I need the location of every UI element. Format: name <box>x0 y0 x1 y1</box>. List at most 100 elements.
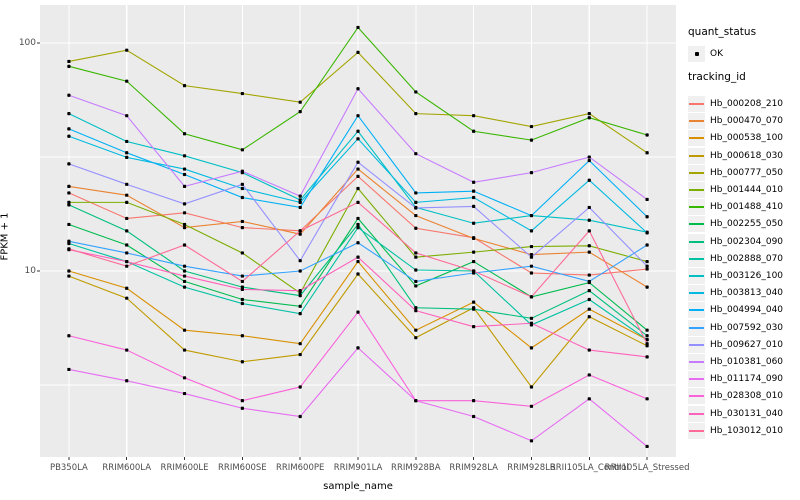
legend-item-Hb_000208_210: Hb_000208_210 <box>688 96 783 113</box>
legend-key-swatch <box>688 371 705 388</box>
legend-label: Hb_000208_210 <box>710 99 784 110</box>
legend-key-swatch <box>688 354 705 371</box>
axis-ticks <box>37 42 648 460</box>
data-point <box>298 259 302 263</box>
data-point <box>472 259 476 264</box>
x-tick-label-RRIM901LA: RRIM901LA <box>333 463 383 473</box>
data-point <box>125 139 129 144</box>
legend-item-Hb_000538_100: Hb_000538_100 <box>688 130 783 147</box>
data-point <box>414 226 418 230</box>
data-point <box>240 195 244 200</box>
data-point <box>645 355 649 359</box>
x-tick-label-RRII105LA_Stressed: RRII105LA_Stressed <box>604 463 690 473</box>
data-point <box>587 250 591 254</box>
data-point <box>356 25 360 30</box>
data-point <box>240 219 244 224</box>
data-point <box>67 112 71 116</box>
data-point <box>472 195 476 200</box>
x-tick-label-RRIM600SE: RRIM600SE <box>218 463 267 473</box>
legend-key-swatch <box>688 164 705 181</box>
data-point <box>356 216 360 221</box>
data-point <box>414 90 418 94</box>
data-point <box>414 251 418 255</box>
data-point <box>414 191 418 195</box>
legend-item-Hb_002888_070: Hb_002888_070 <box>688 250 783 267</box>
data-point <box>645 444 649 449</box>
data-point <box>240 274 244 278</box>
data-point <box>67 247 71 251</box>
series-color-line-icon <box>689 326 704 329</box>
data-point <box>182 154 187 158</box>
data-point <box>587 155 591 159</box>
data-point <box>472 300 476 304</box>
legend-key-swatch <box>688 302 705 319</box>
data-point <box>240 226 244 230</box>
data-point <box>182 328 187 332</box>
data-point <box>182 274 187 278</box>
data-point <box>529 385 534 389</box>
legend-label: Hb_003813_040 <box>710 288 784 299</box>
data-point <box>240 287 244 292</box>
data-point <box>645 133 649 137</box>
legend-item-Hb_000618_030: Hb_000618_030 <box>688 147 783 164</box>
data-point <box>472 250 476 254</box>
data-point <box>645 243 649 247</box>
legend-label: Hb_103012_010 <box>710 425 784 436</box>
series-color-line-icon <box>689 378 704 381</box>
data-point <box>645 259 649 264</box>
legend-item-Hb_010381_060: Hb_010381_060 <box>688 354 783 371</box>
data-point <box>529 295 534 299</box>
data-point <box>645 231 649 235</box>
data-point <box>587 218 591 222</box>
data-point <box>182 202 187 206</box>
data-point <box>587 373 591 377</box>
legend-label: Hb_001444_010 <box>710 185 784 196</box>
data-point <box>587 348 591 352</box>
data-point <box>240 297 244 302</box>
data-point <box>587 397 591 401</box>
data-point <box>414 255 418 259</box>
legend-key-swatch <box>688 336 705 353</box>
data-point <box>67 93 71 97</box>
data-point <box>414 213 418 218</box>
data-point <box>240 169 244 173</box>
data-point <box>182 285 187 289</box>
legend-key-ok <box>688 45 705 62</box>
data-point <box>182 348 187 352</box>
data-point <box>414 206 418 210</box>
y-tick-label-10: 10 <box>24 265 36 276</box>
series-color-line-icon <box>689 412 704 415</box>
data-point <box>67 184 71 188</box>
legend-item-Hb_003126_100: Hb_003126_100 <box>688 268 783 285</box>
series-color-line-icon <box>689 240 704 243</box>
series-color-line-icon <box>689 171 704 174</box>
legend-key-swatch <box>688 388 705 405</box>
data-point <box>414 200 418 204</box>
data-point <box>414 152 418 156</box>
data-point <box>356 167 360 171</box>
x-tick-label-PB350LA: PB350LA <box>49 463 88 473</box>
data-point <box>414 336 418 340</box>
legend-label: Hb_011174_090 <box>710 374 784 385</box>
data-point <box>472 325 476 329</box>
legend-label: Hb_009627_010 <box>710 339 784 350</box>
data-point <box>529 124 534 129</box>
legend-key-swatch <box>688 147 705 164</box>
data-point <box>67 127 71 131</box>
data-point <box>356 137 360 141</box>
data-point <box>356 226 360 230</box>
data-point <box>356 272 360 276</box>
legend-item-Hb_030131_040: Hb_030131_040 <box>688 405 783 422</box>
data-point <box>587 158 591 163</box>
data-point <box>67 222 71 227</box>
data-point <box>414 306 418 310</box>
data-point <box>587 297 591 302</box>
series-color-line-icon <box>689 103 704 106</box>
data-point <box>587 244 591 248</box>
data-point <box>645 397 649 401</box>
data-point <box>414 399 418 403</box>
data-point <box>645 334 649 338</box>
x-tick-label-RRIM600LE: RRIM600LE <box>160 463 209 473</box>
data-point <box>529 244 534 249</box>
data-point <box>472 399 476 403</box>
